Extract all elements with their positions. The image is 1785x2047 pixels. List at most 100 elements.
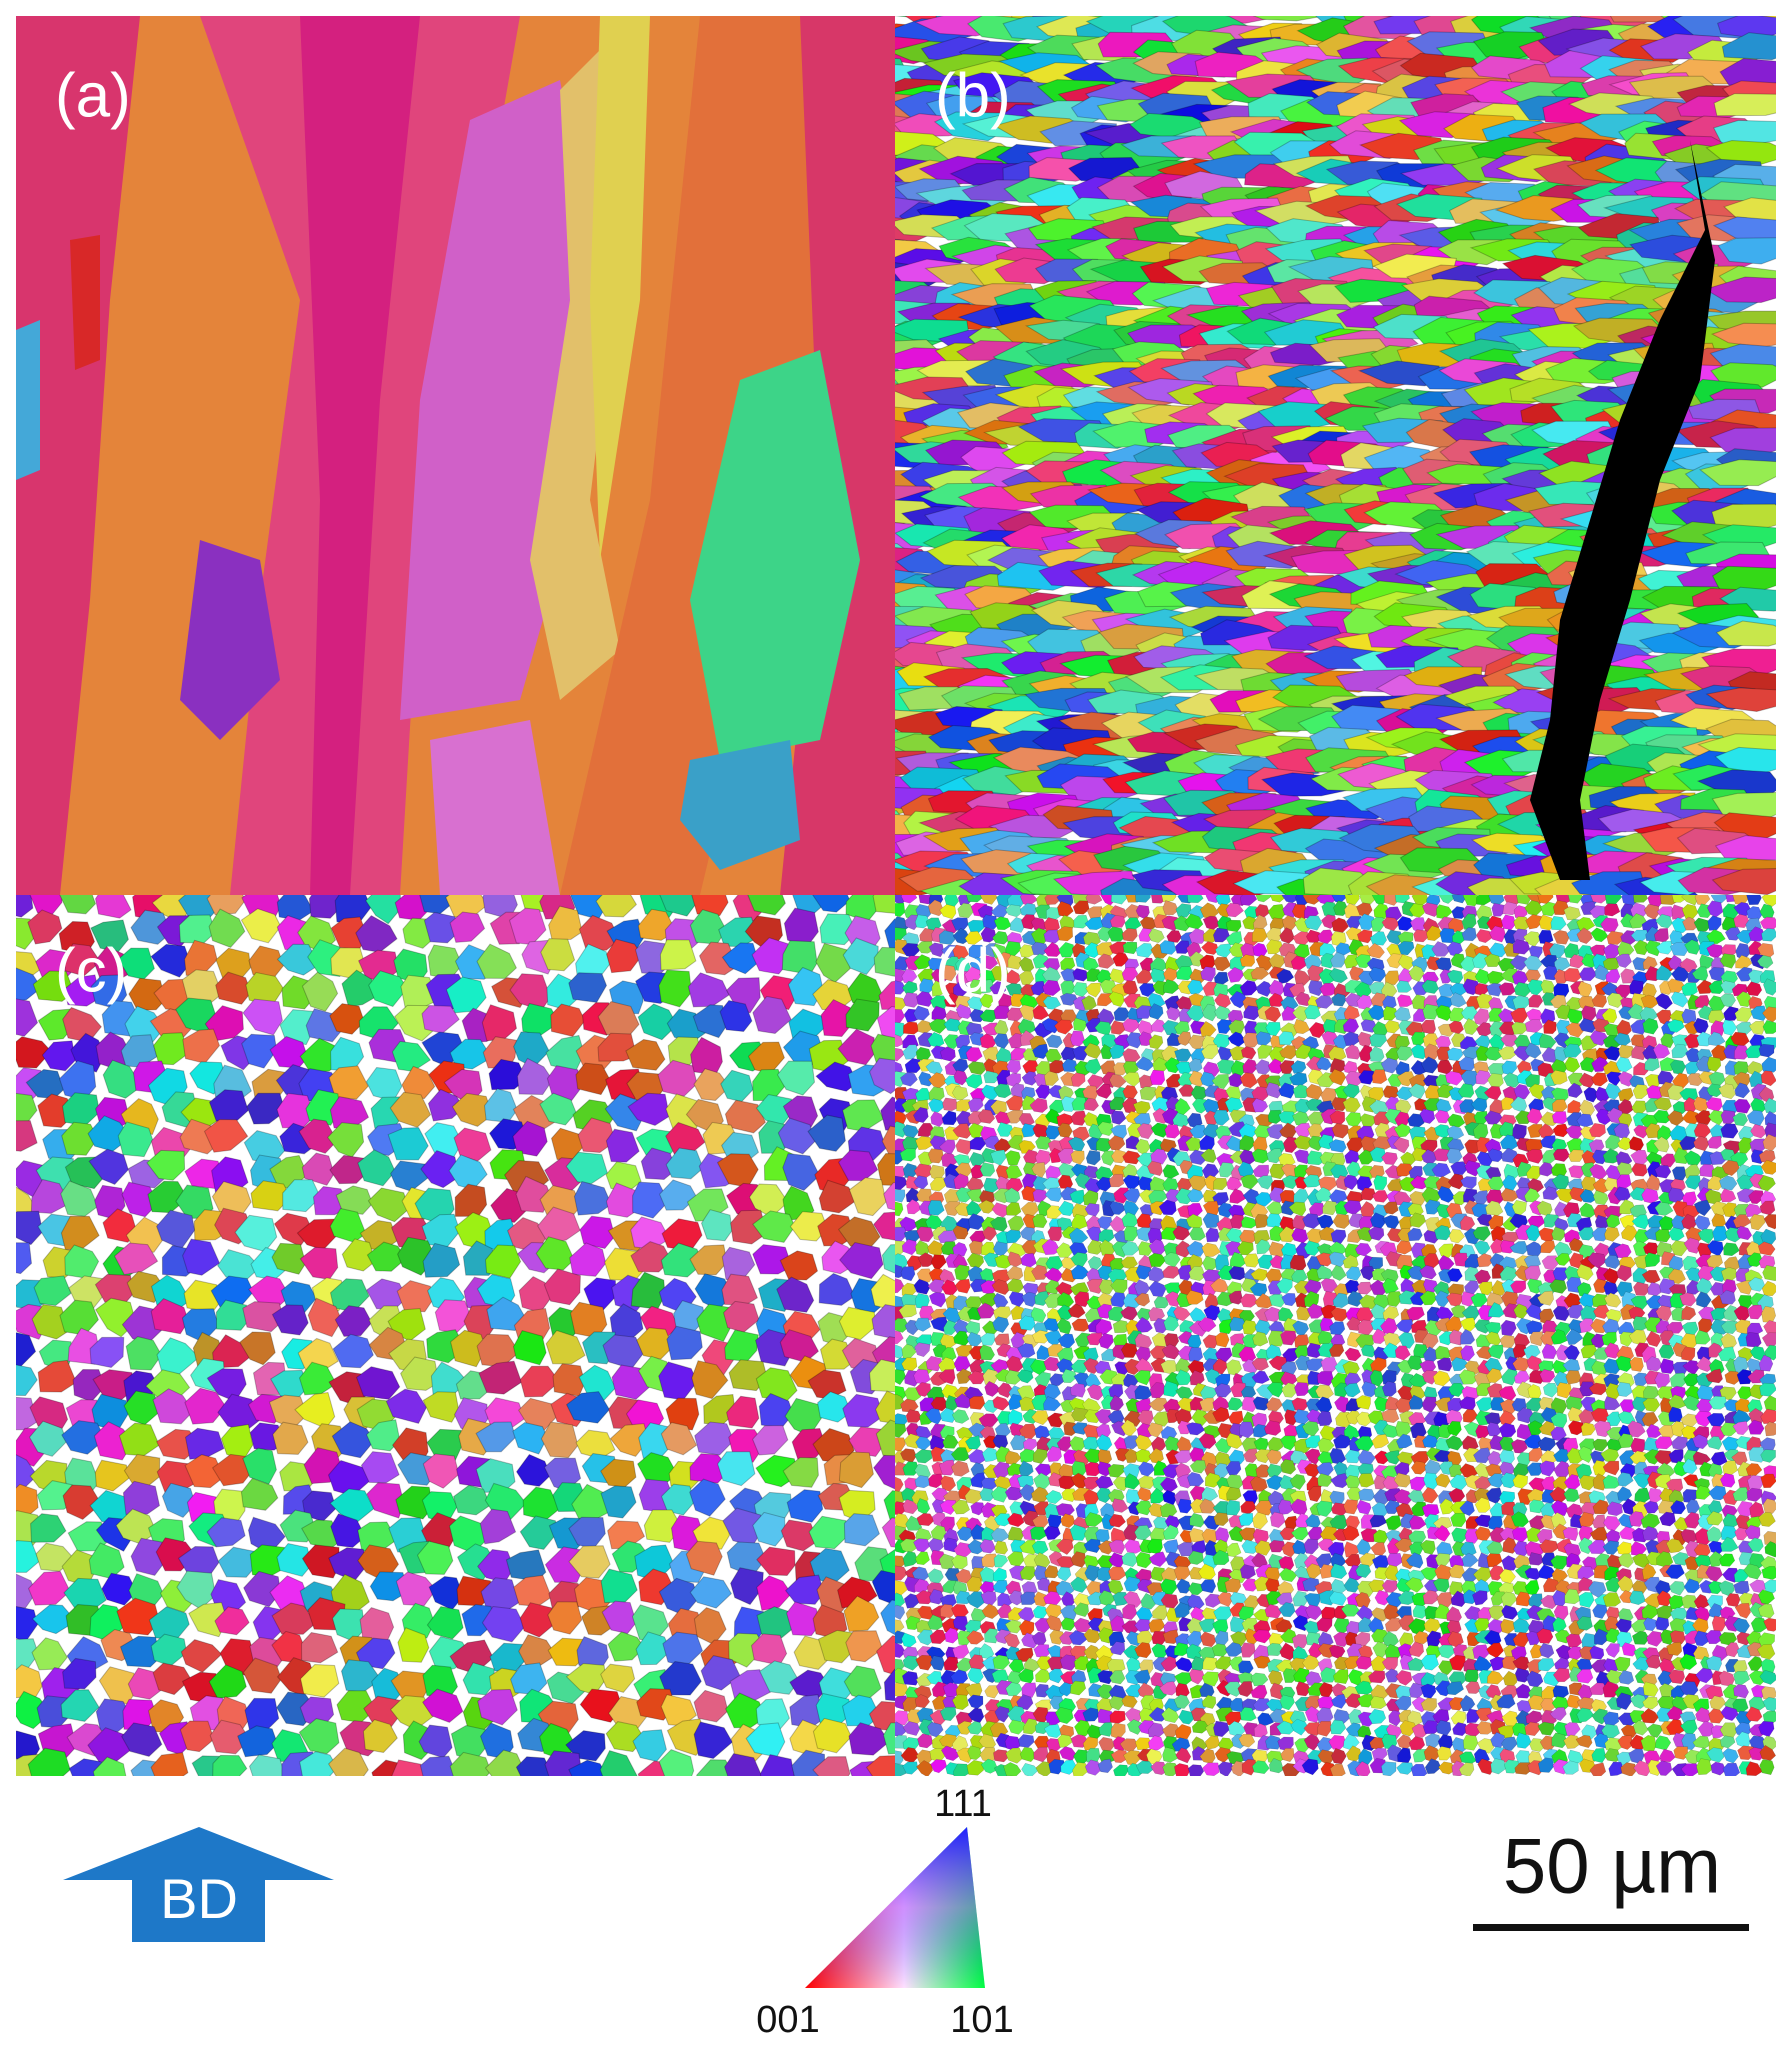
grain (548, 905, 583, 941)
grain (1512, 995, 1531, 1010)
grain (600, 1663, 636, 1693)
grain (1629, 1357, 1644, 1372)
grain (717, 1451, 756, 1487)
grain (1579, 1056, 1597, 1073)
grain (1539, 1033, 1557, 1049)
grain (1398, 1331, 1415, 1349)
grain (1502, 1303, 1520, 1319)
grain (876, 1635, 895, 1676)
grain (1135, 1316, 1153, 1333)
grain (1419, 1108, 1436, 1124)
grain (1736, 991, 1753, 1008)
grain (1633, 1281, 1650, 1296)
grain (997, 1121, 1014, 1137)
grain (1448, 1229, 1465, 1244)
grain (1658, 1344, 1675, 1360)
grain (1101, 1033, 1119, 1048)
grain (1083, 1042, 1102, 1060)
grain (1632, 1316, 1649, 1332)
grain (1265, 1082, 1283, 1099)
grain (540, 938, 576, 972)
grain (895, 1201, 904, 1217)
grain (1567, 1304, 1585, 1319)
grain (477, 1688, 518, 1726)
grain (1122, 941, 1138, 955)
grain (1020, 1201, 1039, 1216)
grain (819, 1338, 855, 1370)
grain (1576, 927, 1593, 944)
grain (1528, 945, 1543, 959)
grain (1159, 940, 1177, 955)
grain (1682, 916, 1698, 931)
grain (1569, 954, 1585, 969)
grain (1759, 1382, 1776, 1397)
grain (1188, 1058, 1203, 1073)
grain (590, 16, 650, 560)
grain (1667, 1268, 1686, 1285)
grain (423, 911, 463, 944)
grain (915, 1382, 932, 1397)
grain (904, 1058, 921, 1073)
grain (1281, 1006, 1298, 1021)
grain (1305, 1083, 1323, 1100)
grain (1710, 895, 1729, 904)
grain (1746, 895, 1762, 906)
grain (1113, 1007, 1131, 1022)
grain (1095, 1176, 1113, 1192)
grain (1150, 1122, 1170, 1138)
grain (1035, 1084, 1051, 1100)
grain (1667, 978, 1686, 993)
grain (953, 1070, 969, 1086)
grain (1124, 917, 1142, 931)
grain (0, 1748, 8, 1783)
grain (1460, 1317, 1477, 1332)
grain (519, 1515, 558, 1550)
grain (568, 972, 608, 1003)
grain (913, 1107, 929, 1124)
grain (1135, 1056, 1155, 1072)
grain (895, 1369, 906, 1386)
grain (1438, 895, 1456, 904)
grain (1646, 1330, 1662, 1347)
grain (1464, 1254, 1481, 1269)
grain (724, 1099, 767, 1134)
grain (1516, 895, 1532, 905)
grain (1723, 1242, 1740, 1257)
grain (1109, 1200, 1126, 1215)
grain (355, 1366, 401, 1400)
grain (1616, 1381, 1633, 1397)
grain (1330, 1229, 1347, 1245)
grain (385, 1388, 427, 1424)
grain (1722, 1019, 1738, 1036)
grain (1057, 1148, 1076, 1165)
grain (916, 1226, 934, 1243)
grain (573, 1180, 612, 1216)
grain (1393, 1137, 1410, 1154)
grain (1554, 1004, 1572, 1020)
grain (1579, 1381, 1597, 1397)
grain (1202, 0, 1282, 4)
grain (1473, 0, 1566, 8)
grain (693, 1068, 731, 1102)
grain (919, 1305, 935, 1321)
grain (1317, 1342, 1335, 1358)
grain (1242, 1032, 1260, 1048)
grain (1072, 0, 1154, 1)
grain (1397, 953, 1414, 970)
grain (1188, 1175, 1207, 1192)
grain (1681, 1305, 1697, 1321)
grain (27, 1570, 71, 1606)
grain (808, 1515, 847, 1550)
grain (1291, 1228, 1309, 1244)
grain (1629, 979, 1644, 996)
grain (1229, 991, 1249, 1009)
grain (1164, 1124, 1180, 1139)
grain (1697, 1318, 1714, 1333)
grain (969, 1396, 986, 1410)
grain (182, 1028, 221, 1064)
grain (430, 720, 560, 895)
grain (1500, 1319, 1517, 1337)
grain (928, 1018, 949, 1034)
grain (1162, 1164, 1180, 1179)
